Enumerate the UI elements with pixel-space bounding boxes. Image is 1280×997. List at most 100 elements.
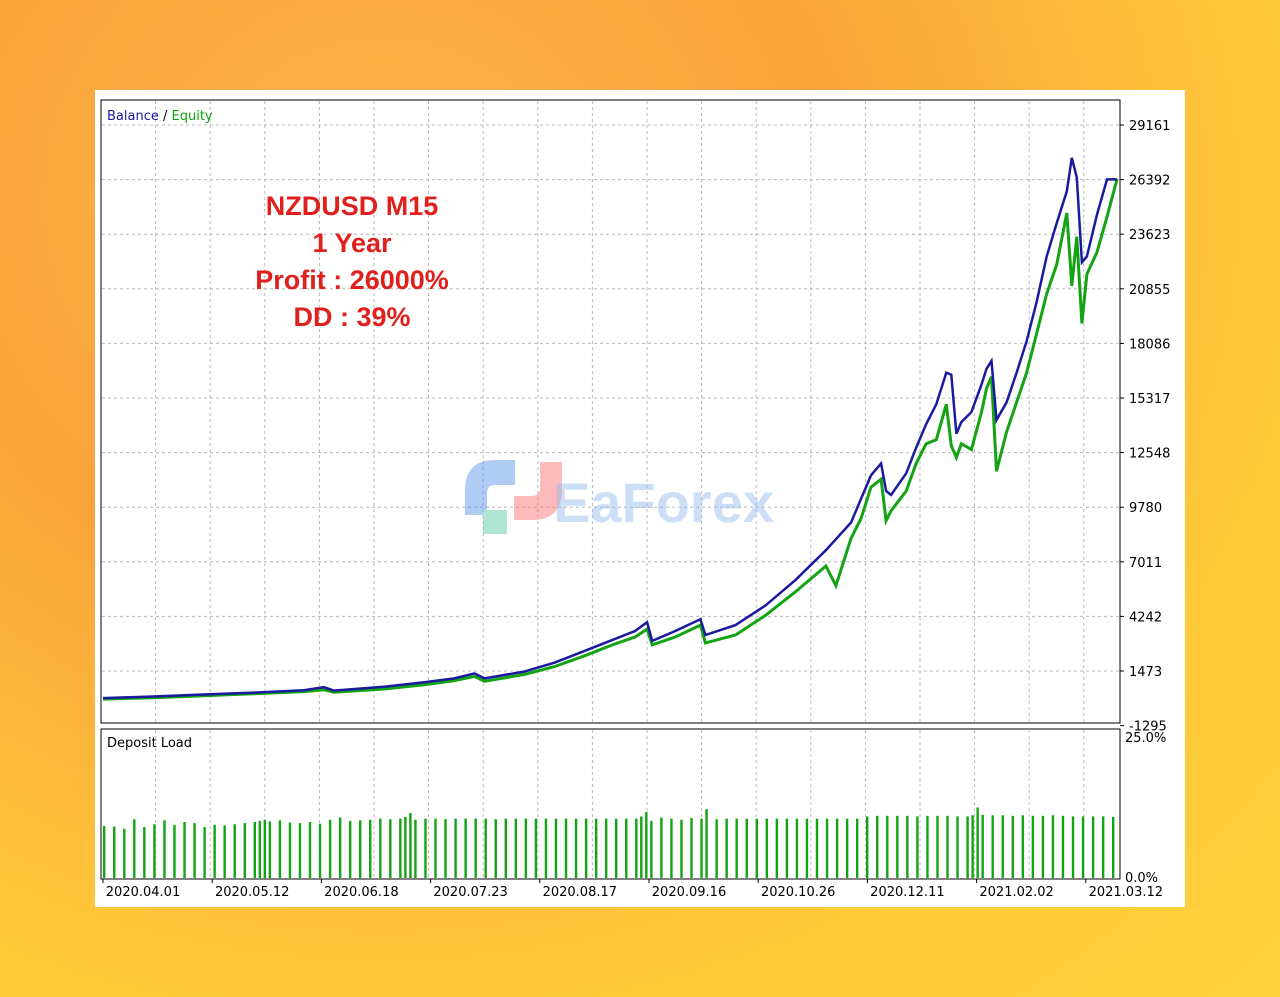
y-tick-label: 12548	[1129, 447, 1170, 462]
deposit-load-bar	[640, 816, 643, 878]
deposit-load-bar	[564, 818, 568, 878]
x-tick-label: 2020.12.11	[870, 885, 944, 900]
deposit-load-bar	[203, 827, 206, 878]
deposit-load-bar	[389, 819, 392, 878]
deposit-load-bar	[424, 818, 427, 878]
deposit-load-bar	[594, 818, 598, 878]
deposit-load-bar	[1081, 816, 1085, 878]
deposit-load-bar	[163, 820, 166, 878]
deposit-load-bar	[645, 811, 648, 878]
deposit-load-bar	[715, 819, 718, 878]
y-tick-label: 4242	[1129, 610, 1162, 625]
watermark-logo-icon	[465, 460, 562, 534]
deposit-load-bar	[379, 818, 382, 878]
y-tick-label: -1295	[1129, 720, 1167, 735]
main-grid	[102, 101, 1119, 722]
deposit-load-bar	[173, 824, 176, 878]
deposit-load-bar	[625, 818, 628, 878]
deposit-load-bar	[1001, 815, 1004, 878]
deposit-load-bar	[113, 826, 116, 878]
deposit-load-bar	[584, 818, 588, 878]
deposit-load-bar	[308, 822, 312, 878]
x-tick-label: 2020.08.17	[543, 885, 617, 900]
main-plot-area	[100, 99, 1121, 724]
deposit-load-bar	[755, 818, 758, 878]
deposit-load-y-ticks: 25.0% 0.0%	[1125, 731, 1166, 886]
legend-equity: Equity	[172, 109, 213, 124]
deposit-load-bar	[670, 818, 673, 878]
deposit-load-bars	[103, 807, 1115, 878]
y-tick-label: 1473	[1129, 665, 1162, 680]
deposit-load-bar	[785, 818, 789, 878]
y-tick-label: 29161	[1129, 119, 1170, 134]
deposit-load-bar	[318, 823, 322, 878]
legend-separator: /	[159, 109, 172, 124]
deposit-load-bar	[971, 815, 974, 878]
deposit-load-bar	[348, 820, 352, 878]
series-balance-line	[102, 157, 1117, 700]
y-tick-label: 26392	[1129, 174, 1170, 189]
deposit-load-bar	[504, 818, 507, 878]
deposit-load-bar	[1031, 815, 1035, 878]
x-tick-label: 2021.02.02	[979, 885, 1053, 900]
deposit-load-bar	[369, 819, 372, 878]
deposit-load-bar	[1111, 816, 1115, 878]
deposit-load-bar	[444, 819, 447, 878]
deposit-load-bar	[404, 816, 407, 878]
deposit-load-bar	[805, 818, 809, 878]
watermark: EaForex	[465, 460, 774, 534]
deposit-load-bar	[223, 825, 226, 878]
deposit-load-bar	[825, 818, 829, 878]
deposit-load-bar	[524, 818, 528, 878]
deposit-load-bar	[514, 818, 518, 878]
deposit-load-bar	[1071, 816, 1075, 878]
x-tick-label: 2020.09.16	[652, 885, 726, 900]
deposit-load-bar	[705, 809, 708, 878]
x-axis-ticks: 2020.04.01 2020.05.12 2020.06.18 2020.07.23…	[102, 879, 1163, 900]
deposit-load-bar	[1021, 815, 1025, 878]
deposit-load-bar	[409, 813, 412, 878]
deposit-load-bar	[926, 815, 929, 878]
deposit-load-bar	[278, 820, 282, 878]
report-chart: 29161 26392 23623 20855 18086 15317 12548 9780 7…	[100, 99, 1170, 900]
deposit-load-bar	[745, 818, 748, 878]
deposit-load-bar	[886, 815, 889, 878]
series-equity-line	[102, 179, 1119, 701]
deposit-load-bar	[258, 820, 262, 878]
deposit-load-bar	[328, 819, 332, 878]
main-y-ticks: 29161 26392 23623 20855 18086 15317 12548 9780 7…	[1120, 119, 1170, 735]
deposit-load-bar	[123, 828, 126, 878]
deposit-load-bar	[981, 814, 984, 878]
chart-legend: Balance / Equity	[107, 109, 213, 124]
deposit-load-bar	[153, 824, 156, 878]
deposit-load-bar	[690, 818, 693, 878]
deposit-load-bar	[1101, 816, 1105, 878]
deposit-load-bar	[268, 821, 272, 878]
deposit-load-title: Deposit Load	[107, 736, 192, 751]
annotation-block: NZDUSD M15 1 Year Profit : 26000% DD : 3…	[255, 191, 449, 332]
deposit-load-bar	[855, 818, 859, 878]
deposit-load-bar	[103, 825, 106, 878]
deposit-load-bar	[976, 807, 979, 878]
deposit-load-bar	[253, 822, 256, 878]
deposit-load-bar	[243, 823, 246, 878]
y-tick-label: 23623	[1129, 228, 1170, 243]
deposit-load-bar	[615, 818, 618, 878]
annotation-drawdown: DD : 39%	[293, 302, 410, 332]
deposit-load-bar	[876, 815, 879, 878]
deposit-load-bar	[399, 818, 402, 878]
x-tick-label: 2020.06.18	[324, 885, 398, 900]
deposit-load-bar	[414, 819, 417, 878]
deposit-load-bar	[635, 818, 638, 878]
deposit-load-bar	[534, 818, 538, 878]
deposit-load-bar	[966, 816, 969, 878]
deposit-load-bar	[1061, 815, 1065, 878]
deposit-load-y-tick-label: 0.0%	[1125, 871, 1158, 886]
deposit-load-bar	[735, 818, 738, 878]
deposit-load-bar	[263, 819, 267, 878]
deposit-load-bar	[454, 818, 457, 878]
deposit-load-bar	[143, 827, 146, 878]
deposit-load-bar	[359, 820, 362, 878]
y-tick-label: 18086	[1129, 337, 1170, 352]
deposit-load-bar	[193, 823, 196, 878]
